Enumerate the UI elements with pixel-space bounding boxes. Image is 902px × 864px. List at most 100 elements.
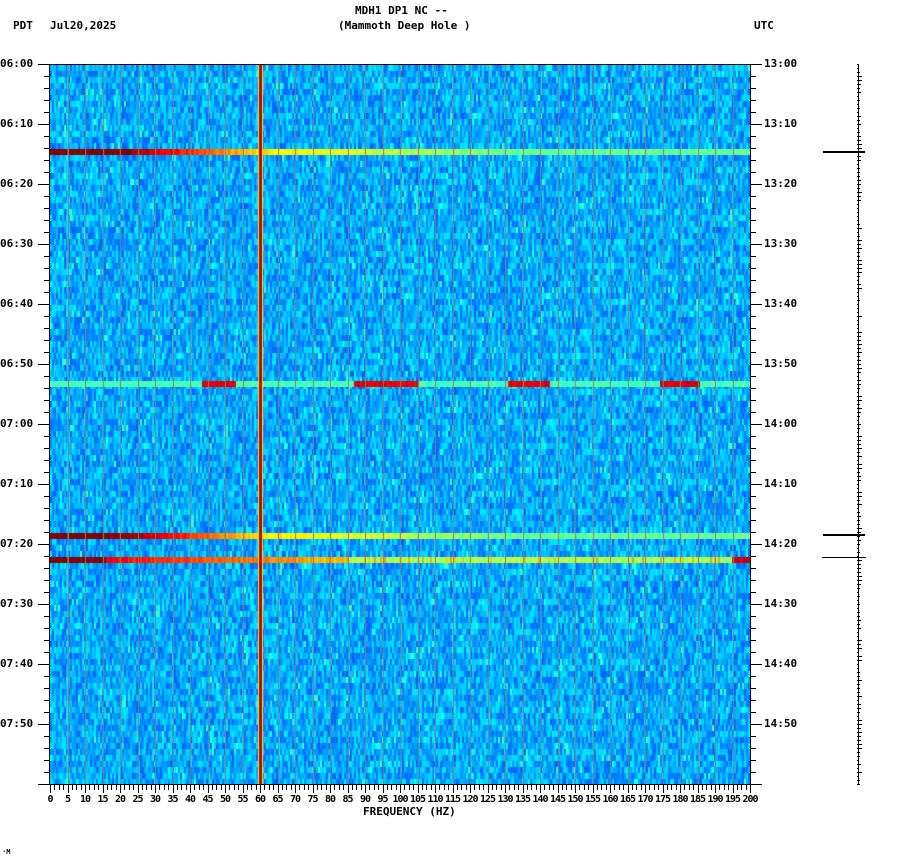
- trace-wiggle: [857, 208, 859, 209]
- x-tick: [737, 784, 738, 790]
- date-label: Jul20,2025: [50, 19, 117, 32]
- right-time-label: 13:30: [764, 237, 798, 250]
- trace-wiggle: [857, 424, 861, 425]
- left-tick: [44, 472, 50, 473]
- left-tick: [44, 700, 50, 701]
- right-tick: [750, 196, 756, 197]
- trace-wiggle: [857, 516, 861, 517]
- left-tick: [44, 748, 50, 749]
- x-tick: [278, 784, 279, 793]
- x-tick: [164, 784, 165, 790]
- frequency-label: 180: [672, 794, 688, 805]
- left-tick: [44, 616, 50, 617]
- x-tick: [597, 784, 598, 790]
- x-tick: [540, 784, 541, 793]
- right-tick: [750, 664, 762, 665]
- trace-wiggle: [857, 180, 861, 181]
- x-tick: [216, 784, 217, 790]
- x-tick: [492, 784, 493, 790]
- left-time-label: 07:50: [0, 717, 34, 730]
- left-tick: [44, 772, 50, 773]
- x-tick: [387, 784, 388, 790]
- trace-wiggle: [857, 776, 859, 777]
- x-tick: [173, 784, 174, 793]
- trace-wiggle: [857, 620, 861, 621]
- x-tick: [120, 784, 121, 793]
- trace-wiggle: [857, 416, 860, 417]
- trace-wiggle: [857, 592, 859, 593]
- right-time-label: 13:50: [764, 357, 798, 370]
- right-tick: [750, 364, 762, 365]
- trace-wiggle: [857, 404, 860, 405]
- right-tick: [750, 232, 756, 233]
- x-tick: [488, 784, 489, 793]
- trace-wiggle: [857, 764, 861, 765]
- trace-wiggle: [857, 784, 860, 785]
- right-tick: [750, 388, 756, 389]
- trace-wiggle: [857, 780, 860, 781]
- x-tick: [256, 784, 257, 790]
- trace-wiggle: [857, 484, 859, 485]
- right-tick: [750, 316, 756, 317]
- x-tick: [466, 784, 467, 790]
- right-tick: [750, 304, 762, 305]
- right-tick: [750, 448, 756, 449]
- x-tick: [409, 784, 410, 790]
- left-time-label: 06:30: [0, 237, 34, 250]
- left-time-label: 06:40: [0, 297, 34, 310]
- trace-wiggle: [857, 288, 862, 289]
- trace-wiggle: [857, 364, 861, 365]
- trace-wiggle: [857, 312, 859, 313]
- left-time-label: 07:40: [0, 657, 34, 670]
- frequency-label: 95: [377, 794, 388, 805]
- x-tick: [234, 784, 235, 790]
- x-tick: [361, 784, 362, 790]
- x-tick: [89, 784, 90, 790]
- x-tick: [181, 784, 182, 790]
- trace-wiggle: [857, 464, 862, 465]
- trace-wiggle: [857, 340, 861, 341]
- x-tick: [601, 784, 602, 790]
- trace-wiggle: [857, 272, 862, 273]
- left-tick: [44, 172, 50, 173]
- x-tick: [614, 784, 615, 790]
- trace-wiggle: [857, 156, 861, 157]
- x-tick: [229, 784, 230, 790]
- left-tick: [44, 220, 50, 221]
- trace-wiggle: [857, 296, 859, 297]
- trace-wiggle: [857, 668, 859, 669]
- right-tick: [750, 496, 756, 497]
- frequency-label: 75: [307, 794, 318, 805]
- left-tick: [44, 208, 50, 209]
- trace-wiggle: [857, 200, 861, 201]
- left-tick: [44, 712, 50, 713]
- trace-wiggle: [857, 420, 859, 421]
- trace-wiggle: [857, 604, 860, 605]
- trace-wiggle: [857, 556, 859, 557]
- x-tick: [649, 784, 650, 790]
- x-tick: [221, 784, 222, 790]
- trace-wiggle: [857, 504, 862, 505]
- x-tick: [194, 784, 195, 790]
- trace-wiggle: [857, 608, 859, 609]
- station-subtitle: (Mammoth Deep Hole ): [338, 19, 471, 32]
- x-tick: [291, 784, 292, 790]
- left-tick: [38, 784, 50, 785]
- right-tick: [750, 784, 762, 785]
- right-tick: [750, 328, 756, 329]
- trace-wiggle: [857, 744, 862, 745]
- trace-wiggle: [857, 656, 862, 657]
- frequency-label: 115: [444, 794, 461, 805]
- trace-wiggle: [857, 248, 862, 249]
- trace-wiggle: [857, 356, 860, 357]
- frequency-label: 10: [79, 794, 91, 805]
- frequency-label: 70: [289, 794, 301, 805]
- trace-wiggle: [857, 740, 861, 741]
- right-tick: [750, 352, 756, 353]
- x-tick: [369, 784, 370, 790]
- trace-wiggle: [857, 756, 860, 757]
- x-tick: [733, 784, 734, 793]
- right-tick: [750, 724, 762, 725]
- x-tick: [111, 784, 112, 790]
- trace-wiggle: [857, 68, 859, 69]
